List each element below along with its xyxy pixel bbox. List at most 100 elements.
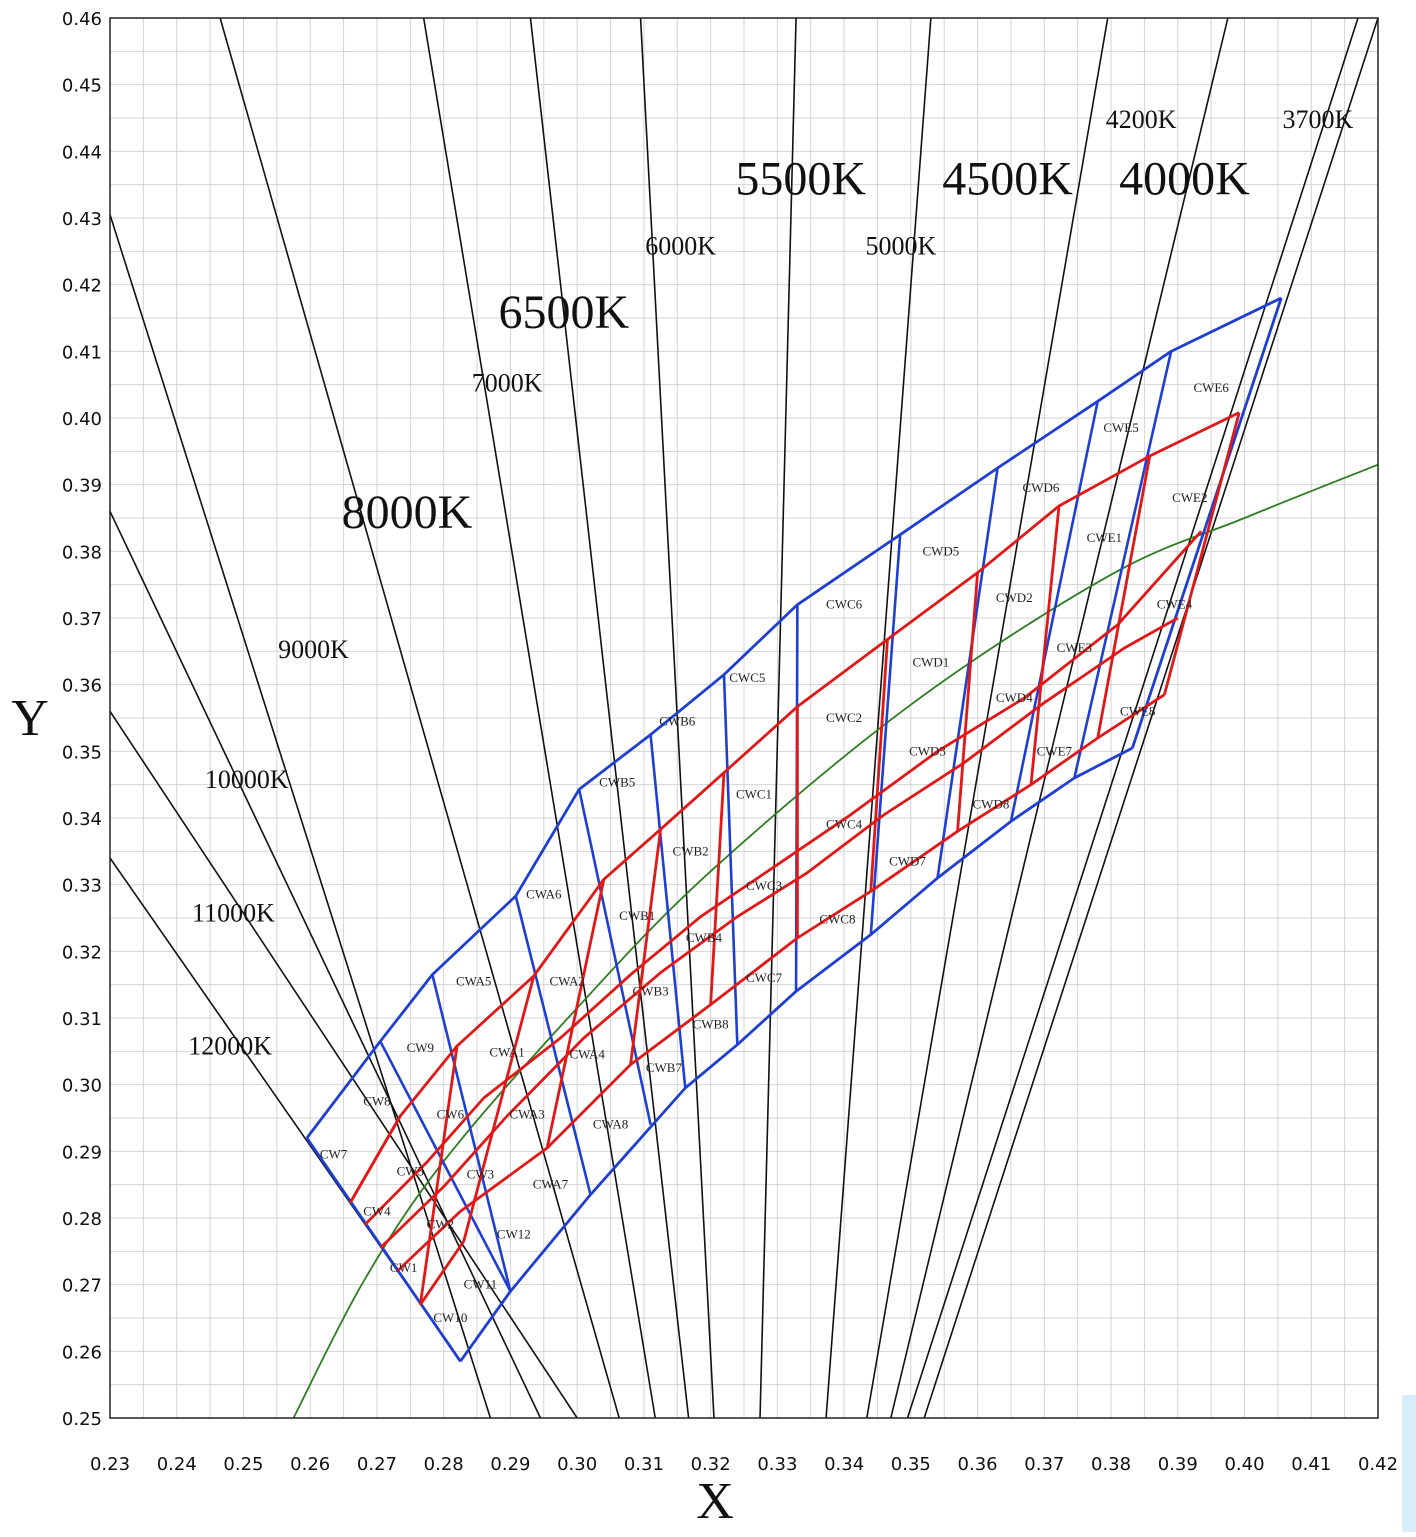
bin-label: CWD5: [922, 543, 959, 558]
x-tick-label: 0.39: [1158, 1454, 1198, 1475]
x-tick-label: 0.35: [891, 1454, 931, 1475]
x-tick-label: 0.36: [958, 1454, 998, 1475]
x-tick-label: 0.23: [90, 1454, 130, 1475]
y-tick-label: 0.25: [62, 1409, 102, 1430]
bin-divider-red: [1096, 455, 1152, 739]
bin-label: CWE5: [1103, 420, 1138, 435]
y-tick-label: 0.43: [62, 209, 102, 230]
y-tick-label: 0.42: [62, 276, 102, 297]
bin-label: CWE3: [1057, 640, 1092, 655]
bin-label: CWB8: [693, 1017, 729, 1032]
planckian-locus: [292, 463, 1379, 1419]
bin-divider-blue: [722, 674, 739, 1045]
y-tick-label: 0.41: [62, 342, 102, 363]
bin-label: CWB3: [633, 983, 669, 998]
bin-label: CWC6: [826, 597, 863, 612]
cct-label: 4200K: [1106, 105, 1177, 134]
bin-divider-red: [869, 639, 889, 892]
x-tick-label: 0.40: [1224, 1454, 1264, 1475]
axis-ticks: 0.23 0.24 0.25 0.26 0.27 0.28 0.29 0.30 0.31 0.32…: [62, 9, 1398, 1475]
x-tick-label: 0.37: [1024, 1454, 1064, 1475]
bin-divider-red: [709, 772, 726, 1005]
y-tick-label: 0.35: [62, 742, 102, 763]
bin-label: CWB4: [686, 930, 723, 945]
cct-line: [529, 17, 690, 1419]
plot-border: [109, 17, 1379, 1419]
x-tick-label: 0.33: [757, 1454, 797, 1475]
bin-divider-blue: [379, 1040, 512, 1292]
bin-label: CWA2: [549, 973, 584, 988]
bin-divider-blue: [577, 789, 652, 1125]
x-tick-label: 0.31: [624, 1454, 664, 1475]
bin-label: CWB1: [619, 908, 655, 923]
bin-label: CW4: [363, 1203, 391, 1218]
cct-line: [109, 510, 542, 1419]
y-tick-label: 0.30: [62, 1076, 102, 1097]
bin-label: CWE4: [1157, 597, 1193, 612]
cct-label: 5000K: [865, 232, 936, 261]
x-tick-label: 0.28: [424, 1454, 464, 1475]
edge-decoration: [1402, 1395, 1416, 1532]
bin-label: CWA1: [489, 1045, 524, 1060]
bin-label: CW3: [467, 1167, 494, 1182]
bin-label: CWD3: [909, 743, 946, 758]
cct-line: [906, 17, 1359, 1419]
bin-label: CWA4: [569, 1047, 605, 1062]
bin-grid: [305, 296, 1283, 1363]
x-tick-label: 0.24: [157, 1454, 197, 1475]
bin-divider-blue: [1073, 351, 1173, 779]
y-tick-label: 0.38: [62, 542, 102, 563]
cct-line: [759, 17, 797, 1419]
bin-divider-blue: [936, 467, 999, 879]
bin-label: CWB2: [673, 843, 709, 858]
bin-band-red: [379, 616, 1179, 1250]
y-tick-label: 0.29: [62, 1142, 102, 1163]
x-tick-label: 0.41: [1291, 1454, 1331, 1475]
cct-line: [109, 710, 578, 1419]
cct-label: 6000K: [645, 232, 716, 261]
y-tick-label: 0.46: [62, 9, 102, 30]
x-tick-label: 0.26: [290, 1454, 330, 1475]
bin-band-red: [419, 1240, 465, 1306]
x-tick-label: 0.30: [557, 1454, 597, 1475]
bin-label: CWD1: [912, 655, 949, 670]
x-tick-label: 0.42: [1358, 1454, 1398, 1475]
cct-isotherm-lines: [109, 17, 1379, 1419]
cct-label: 12000K: [188, 1032, 272, 1061]
bin-label: CW6: [437, 1107, 465, 1122]
bin-label: CWD6: [1023, 480, 1060, 495]
bin-label: CWA3: [509, 1107, 544, 1122]
bin-divider-red: [349, 1115, 402, 1204]
bin-label: CWD8: [973, 797, 1010, 812]
bin-label: CWA7: [533, 1177, 569, 1192]
bin-label: CWD7: [889, 853, 926, 868]
y-tick-label: 0.32: [62, 942, 102, 963]
bin-divider-red: [956, 572, 979, 832]
bin-divider-red: [1163, 412, 1241, 696]
cct-line: [109, 214, 492, 1419]
y-tick-label: 0.31: [62, 1009, 102, 1030]
bin-outline-blue: [1131, 297, 1283, 749]
bin-divider-red: [1029, 505, 1061, 785]
plot-frame: [109, 17, 1379, 1419]
cct-label: 11000K: [192, 898, 275, 927]
y-tick-label: 0.26: [62, 1342, 102, 1363]
bin-divider-blue: [869, 534, 902, 935]
bin-label: CWE7: [1037, 743, 1073, 758]
y-tick-label: 0.39: [62, 476, 102, 497]
bin-label: CW12: [497, 1227, 531, 1242]
bin-divider-red: [545, 879, 606, 1149]
cct-label: 6500K: [498, 286, 629, 339]
y-tick-label: 0.40: [62, 409, 102, 430]
y-tick-label: 0.27: [62, 1276, 102, 1297]
cct-line: [890, 17, 1229, 1419]
cct-line: [422, 17, 657, 1419]
grid-lines: [109, 17, 1379, 1419]
cct-label: 7000K: [472, 368, 543, 397]
bin-label: CWE1: [1087, 530, 1122, 545]
cct-label: 10000K: [205, 765, 289, 794]
bin-label: CWC5: [729, 670, 765, 685]
bin-divider-blue: [1009, 401, 1099, 822]
cct-label: 9000K: [278, 635, 349, 664]
bin-label: CW1: [390, 1260, 417, 1275]
